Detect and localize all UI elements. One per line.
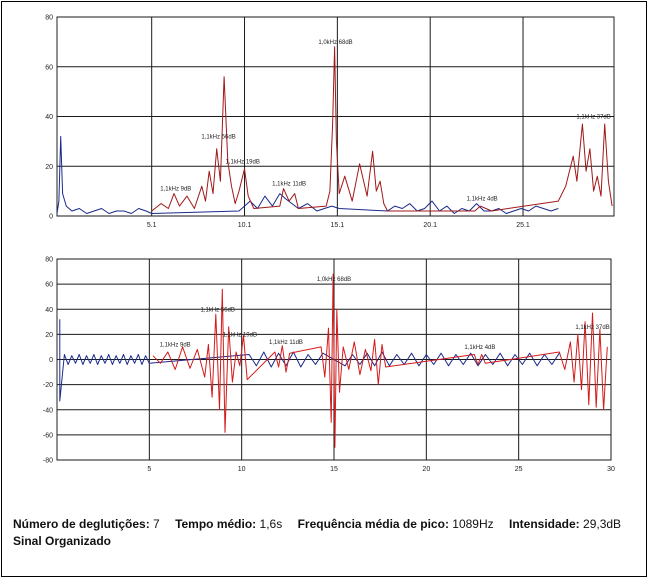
peak-annotation: 1,1kHz 11dB — [269, 340, 303, 346]
y-tick-label: -40 — [43, 407, 53, 414]
swallows-label: Número de deglutições: — [13, 517, 150, 531]
y-tick-label: 0 — [49, 357, 53, 364]
peak-annotation: 1,1kHz 9dB — [160, 187, 191, 193]
peak-annotation: 1,1kHz 19dB — [223, 332, 257, 338]
y-tick-label: 40 — [45, 307, 53, 314]
series-line-2 — [152, 273, 608, 448]
summary-metrics-row: Número de deglutições: 7 Tempo médio: 1,… — [13, 516, 633, 533]
peak-annotation: 1,1kHz 11dB — [272, 182, 306, 188]
peak-annotation: 1,0kHz 68dB — [317, 277, 351, 283]
y-tick-label: 40 — [45, 114, 53, 121]
mean-time-value: 1,6s — [259, 517, 283, 531]
y-tick-label: -80 — [43, 458, 53, 465]
swallows-metric: Número de deglutições: 7 — [13, 517, 160, 531]
peak-frequency-metric: Frequência média de pico: 1089Hz — [298, 517, 494, 531]
peak-annotation: 1,1kHz 37dB — [575, 325, 609, 331]
x-tick-label: 10 — [238, 466, 246, 473]
spectrum-chart: 5.1 10.1 15.1 20.1 25.1 0 20 40 60 80 1,1kHz 9dB 1,… — [45, 15, 615, 229]
x-tick-label: 15.1 — [331, 222, 345, 229]
peak-annotation: 1,0kHz 68dB — [318, 40, 352, 46]
peak-annotation: 1,1kHz 56dB — [200, 307, 234, 313]
x-tick-label: 10.1 — [238, 222, 252, 229]
x-tick-label: 15 — [330, 466, 338, 473]
y-tick-label: -20 — [43, 382, 53, 389]
y-tick-label: 20 — [45, 164, 53, 171]
x-tick-label: 25 — [515, 466, 523, 473]
peak-annotation: 1,1kHz 9dB — [160, 342, 191, 348]
mean-time-label: Tempo médio: — [175, 517, 257, 531]
y-tick-label: -60 — [43, 432, 53, 439]
peak-annotation: 1,1kHz 37dB — [576, 114, 610, 120]
y-tick-label: 80 — [45, 257, 53, 264]
series-line-2 — [151, 46, 613, 212]
peak-annotation: 1,1kHz 19dB — [225, 159, 259, 165]
intensity-label: Intensidade: — [509, 517, 580, 531]
x-tick-label: 25.1 — [516, 222, 530, 229]
x-tick-label: 5 — [147, 466, 151, 473]
y-tick-label: 60 — [45, 64, 53, 71]
mean-time-metric: Tempo médio: 1,6s — [175, 517, 282, 531]
x-tick-label: 30 — [607, 466, 615, 473]
signal-label-row: Sinal Organizado — [13, 533, 633, 550]
peak-annotation: 1,1kHz 4dB — [464, 345, 495, 351]
peak-annotation: 1,1kHz 56dB — [201, 134, 235, 140]
waveform-chart: 5 10 15 20 25 30 -80 -60 -40 -20 0 20 40 60 80 1,1kHz 9… — [43, 257, 615, 474]
peak-frequency-label: Frequência média de pico: — [297, 517, 449, 531]
y-tick-label: 60 — [45, 282, 53, 289]
y-tick-label: 0 — [49, 214, 53, 221]
intensity-value: 29,3dB — [583, 517, 622, 531]
x-tick-label: 20.1 — [423, 222, 437, 229]
swallows-value: 7 — [153, 517, 160, 531]
peak-annotation: 1,1kHz 4dB — [467, 197, 498, 203]
series-line-1 — [59, 319, 560, 402]
x-tick-label: 20 — [422, 466, 430, 473]
summary-panel: Número de deglutições: 7 Tempo médio: 1,… — [13, 516, 633, 550]
signal-type-label: Sinal Organizado — [13, 534, 112, 548]
peak-frequency-value: 1089Hz — [452, 517, 494, 531]
y-tick-label: 80 — [45, 15, 53, 22]
intensity-metric: Intensidade: 29,3dB — [509, 517, 621, 531]
x-tick-label: 5.1 — [147, 222, 157, 229]
y-tick-label: 20 — [45, 332, 53, 339]
